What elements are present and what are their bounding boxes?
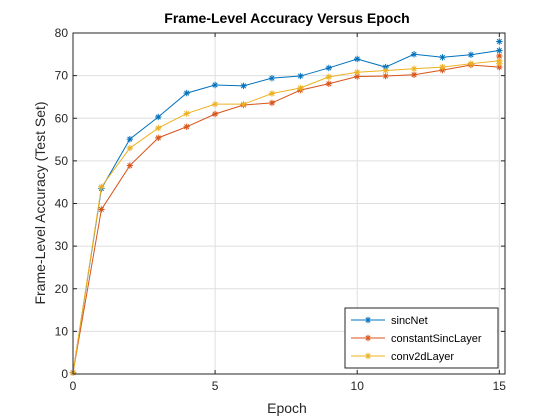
data-point-constantSincLayer <box>155 134 162 142</box>
data-point-conv2dLayer <box>354 69 361 76</box>
legend-label-conv2dLayer: conv2dLayer <box>391 351 454 363</box>
data-point-conv2dLayer <box>268 90 276 97</box>
data-point-sincNet <box>268 74 276 82</box>
y-tick-label: 30 <box>55 239 69 253</box>
ticks: 0 5 10 15 0 10 20 30 40 50 60 70 80 <box>55 26 507 393</box>
data-point-conv2dLayer <box>126 144 134 152</box>
data-point-sincNet <box>496 47 503 54</box>
data-point-conv2dLayer <box>467 60 475 67</box>
data-point-conv2dLayer <box>155 124 162 132</box>
data-point-sincNet <box>126 135 134 143</box>
data-point-constantSincLayer <box>126 162 134 169</box>
data-point-sincNet <box>410 51 418 58</box>
chart-title: Frame-Level Accuracy Versus Epoch <box>164 10 409 26</box>
legend-label-sincNet: sincNet <box>391 315 428 327</box>
data-point-constantSincLayer <box>325 80 332 87</box>
data-point-conv2dLayer <box>439 63 446 71</box>
data-point-conv2dLayer <box>382 67 389 74</box>
data-point-constantSincLayer <box>496 52 503 60</box>
legend-marker-conv2dLayer <box>364 352 372 360</box>
data-point-sincNet <box>211 81 219 89</box>
data-point-conv2dLayer <box>211 100 219 108</box>
data-point-conv2dLayer <box>297 84 304 92</box>
data-point-constantSincLayer <box>98 206 105 213</box>
data-point-conv2dLayer <box>496 60 503 67</box>
data-point-sincNet <box>354 55 361 63</box>
data-point-sincNet <box>297 72 304 80</box>
data-point-conv2dLayer <box>325 73 332 81</box>
x-axis-label: Epoch <box>267 400 307 416</box>
legend-marker-sincNet <box>364 316 372 324</box>
y-tick-label: 10 <box>55 324 69 338</box>
series-line-constantSincLayer <box>72 64 500 373</box>
x-tick-label: 10 <box>351 379 365 393</box>
data-point-constantSincLayer <box>183 123 190 130</box>
data-point-conv2dLayer <box>240 100 247 108</box>
data-point-sincNet <box>183 89 190 97</box>
y-tick-label: 20 <box>55 282 69 296</box>
y-tick-label: 60 <box>55 111 69 125</box>
data-point-constantSincLayer <box>382 72 389 80</box>
series-line-conv2dLayer <box>72 60 500 373</box>
y-tick-label: 50 <box>55 154 69 168</box>
y-axis-label: Frame-Level Accuracy (Test Set) <box>32 101 48 304</box>
y-tick-label: 0 <box>61 367 68 381</box>
data-point-constantSincLayer <box>354 73 361 80</box>
x-tick-label: 5 <box>212 379 219 393</box>
data-point-conv2dLayer <box>98 183 105 191</box>
x-tick-label: 15 <box>493 379 507 393</box>
series-line-sincNet <box>72 49 500 373</box>
data-point-sincNet <box>325 64 332 72</box>
data-point-constantSincLayer <box>211 110 219 118</box>
data-point-conv2dLayer <box>410 65 418 73</box>
data-point-conv2dLayer <box>183 110 190 117</box>
legend-marker-constantSincLayer <box>364 334 372 342</box>
legend: sincNet constantSincLayer conv2dLayer <box>344 307 499 369</box>
data-point-sincNet <box>439 54 446 61</box>
data-point-sincNet <box>240 82 247 90</box>
data-point-sincNet <box>496 38 503 45</box>
data-point-constantSincLayer <box>268 99 276 107</box>
x-tick-label: 0 <box>70 379 77 393</box>
data-point-constantSincLayer <box>410 71 418 78</box>
y-tick-label: 40 <box>55 197 69 211</box>
data-point-sincNet <box>467 51 475 58</box>
data-point-sincNet <box>155 113 162 121</box>
y-tick-label: 80 <box>55 26 69 40</box>
y-tick-label: 70 <box>55 69 69 83</box>
legend-label-constantSincLayer: constantSincLayer <box>391 333 482 345</box>
